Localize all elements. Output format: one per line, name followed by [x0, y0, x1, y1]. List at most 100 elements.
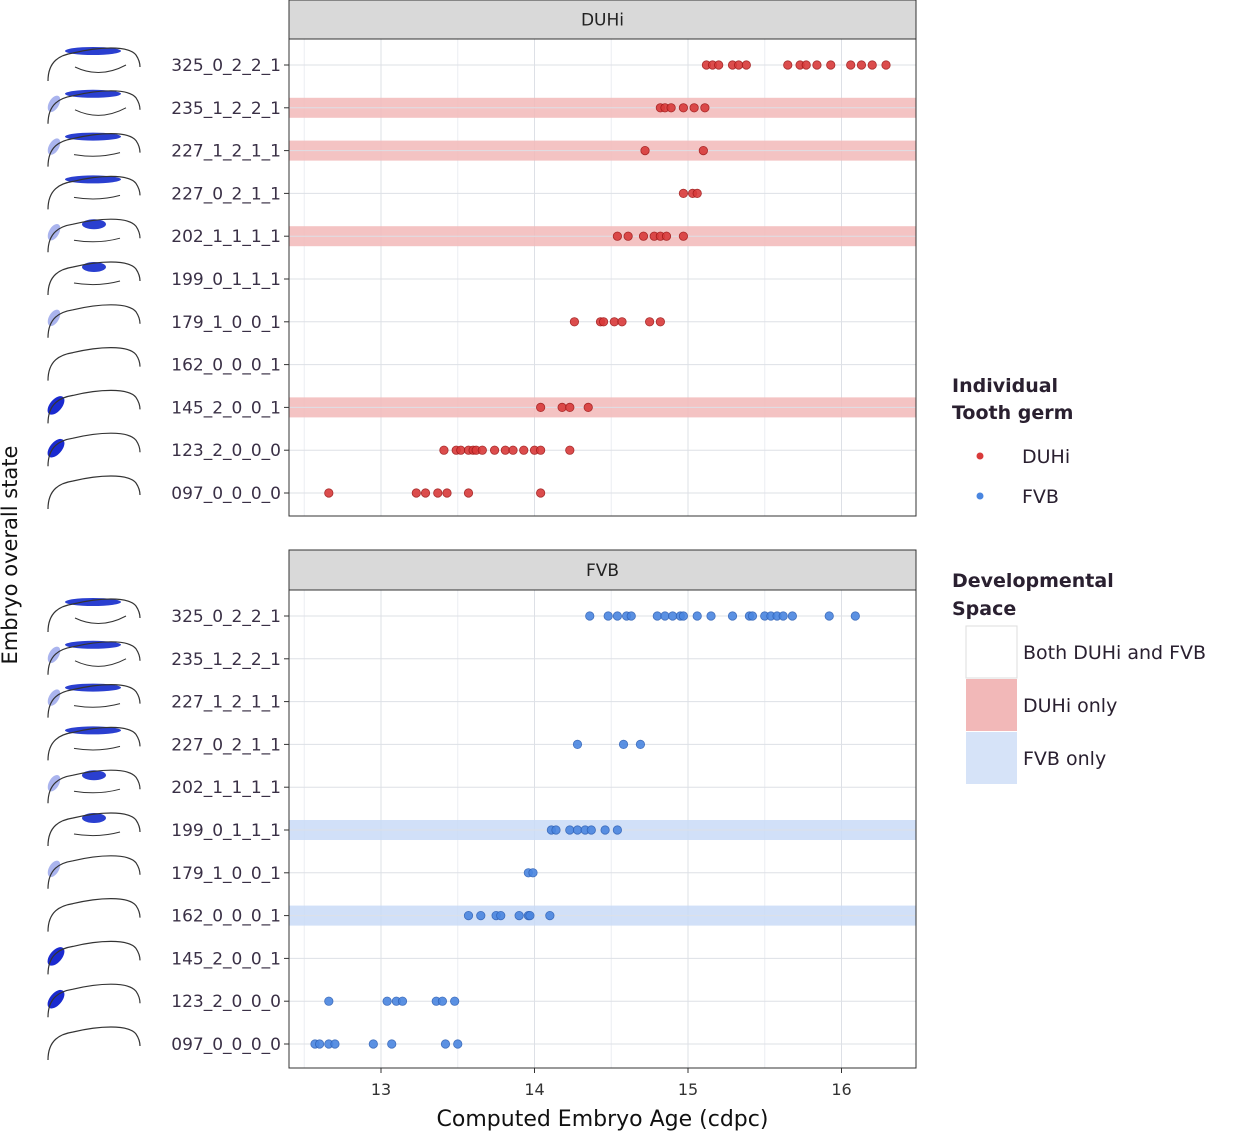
- legend-label: FVB only: [1023, 748, 1106, 770]
- bud-icon: [47, 689, 61, 706]
- data-point: [645, 317, 655, 327]
- data-point: [787, 611, 797, 621]
- data-point: [850, 611, 860, 621]
- jaw-outline-icon: [47, 133, 141, 167]
- data-point: [456, 445, 466, 455]
- data-point: [734, 60, 744, 70]
- jaw-outline-icon: [47, 855, 141, 889]
- data-point: [661, 231, 672, 241]
- data-point: [314, 1039, 325, 1049]
- y-tick-label: 227_0_2_1_1: [171, 184, 281, 204]
- data-point: [660, 611, 670, 621]
- embryo-icon: [47, 475, 141, 510]
- jaw-outline-icon: [47, 940, 141, 975]
- data-point: [583, 402, 593, 412]
- inner-line-icon: [74, 64, 127, 73]
- y-tick-label: 235_1_2_2_1: [171, 650, 281, 670]
- data-point: [572, 825, 583, 835]
- x-tick-label: 16: [831, 1080, 851, 1099]
- data-point: [626, 611, 636, 621]
- legend-label: DUHi: [1022, 446, 1070, 468]
- data-point: [600, 825, 610, 835]
- data-point: [382, 996, 392, 1006]
- y-tick-label: 097_0_0_0_0: [171, 1035, 281, 1055]
- jaw-outline-icon: [47, 983, 141, 1018]
- tooth-germ-icon: [65, 598, 121, 606]
- legend-swatch: [965, 625, 1018, 679]
- y-tick-label: 227_1_2_1_1: [171, 142, 281, 162]
- embryo-icon: [47, 598, 141, 633]
- embryo-icon: [47, 855, 141, 889]
- legend-label: FVB: [1022, 486, 1059, 508]
- data-point: [714, 60, 724, 70]
- y-tick-label: 227_0_2_1_1: [171, 735, 281, 755]
- legend-dot-duhi: [976, 452, 984, 460]
- data-point: [557, 402, 567, 412]
- jaw-outline-icon: [47, 47, 141, 82]
- jaw-outline-icon: [47, 475, 141, 510]
- data-point: [545, 910, 555, 921]
- inner-line-icon: [73, 831, 121, 837]
- data-point: [437, 996, 447, 1006]
- bud-icon: [47, 138, 61, 155]
- data-point: [463, 488, 474, 498]
- legend-swatch: [966, 732, 1017, 784]
- data-point: [397, 996, 408, 1006]
- data-point: [881, 60, 891, 70]
- inner-line-icon: [74, 107, 127, 116]
- bud-icon: [47, 396, 65, 415]
- strip-background: [288, 549, 917, 591]
- embryo-icon: [47, 769, 141, 804]
- data-point: [572, 739, 583, 750]
- y-tick-label: 145_2_0_0_1: [171, 949, 281, 969]
- inner-line-icon: [74, 615, 127, 624]
- panel-fvb: FVB 325_0_2_2_1 235_1_2_2_1 227_1_2_1_1 227_…: [47, 549, 917, 1069]
- data-point: [500, 445, 510, 455]
- data-point: [453, 1039, 463, 1049]
- data-point: [801, 60, 811, 70]
- embryo-icon: [47, 175, 141, 210]
- data-point: [330, 1039, 340, 1049]
- y-tick-label: 202_1_1_1_1: [171, 227, 281, 247]
- data-point: [698, 146, 708, 156]
- data-point: [519, 445, 529, 455]
- legend-swatch: [966, 679, 1017, 731]
- data-point: [623, 231, 633, 241]
- data-point: [387, 1039, 397, 1049]
- strip-label: FVB: [586, 561, 619, 581]
- embryo-icon: [47, 812, 141, 847]
- legend-label: Both DUHi and FVB: [1023, 642, 1206, 664]
- data-point: [609, 317, 619, 327]
- x-tick-label: 15: [678, 1080, 698, 1099]
- jaw-outline-icon: [47, 389, 141, 424]
- tooth-germ-icon: [65, 683, 121, 692]
- data-point: [706, 611, 716, 621]
- data-point: [525, 910, 535, 921]
- jaw-outline-icon: [47, 1026, 141, 1061]
- data-point: [476, 910, 486, 921]
- jaw-outline-icon: [47, 218, 141, 253]
- data-point: [783, 60, 793, 70]
- data-point: [689, 103, 699, 113]
- bud-icon: [47, 775, 61, 792]
- data-point: [812, 60, 822, 70]
- jaw-outline-icon: [47, 812, 141, 847]
- data-point: [598, 317, 609, 327]
- legend-title-space: Space: [952, 598, 1016, 620]
- data-point: [368, 1039, 378, 1049]
- data-point: [603, 611, 613, 621]
- data-point: [635, 739, 646, 750]
- embryo-icon: [47, 89, 141, 124]
- embryo-icon: [47, 47, 141, 82]
- legend: Individual Tooth germ DUHi FVB Developmental…: [952, 375, 1206, 784]
- data-point: [440, 1039, 451, 1049]
- panel-border: [288, 38, 917, 517]
- data-point: [747, 611, 758, 621]
- y-tick-label: 235_1_2_2_1: [171, 99, 281, 119]
- data-point: [618, 739, 629, 750]
- y-tick-label: 199_0_1_1_1: [171, 821, 281, 841]
- jaw-outline-icon: [47, 261, 141, 296]
- y-tick-label: 162_0_0_0_1: [171, 356, 281, 376]
- y-tick-label: 162_0_0_0_1: [171, 907, 281, 927]
